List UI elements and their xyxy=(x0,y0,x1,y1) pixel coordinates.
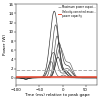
Y-axis label: Power (W): Power (W) xyxy=(3,34,7,55)
Legend: Maximum power capaci..., Velocity-corrected musc...
power capacity: Maximum power capaci..., Velocity-correc… xyxy=(58,5,97,18)
X-axis label: Time (ms) relative to peak gape: Time (ms) relative to peak gape xyxy=(24,93,90,97)
